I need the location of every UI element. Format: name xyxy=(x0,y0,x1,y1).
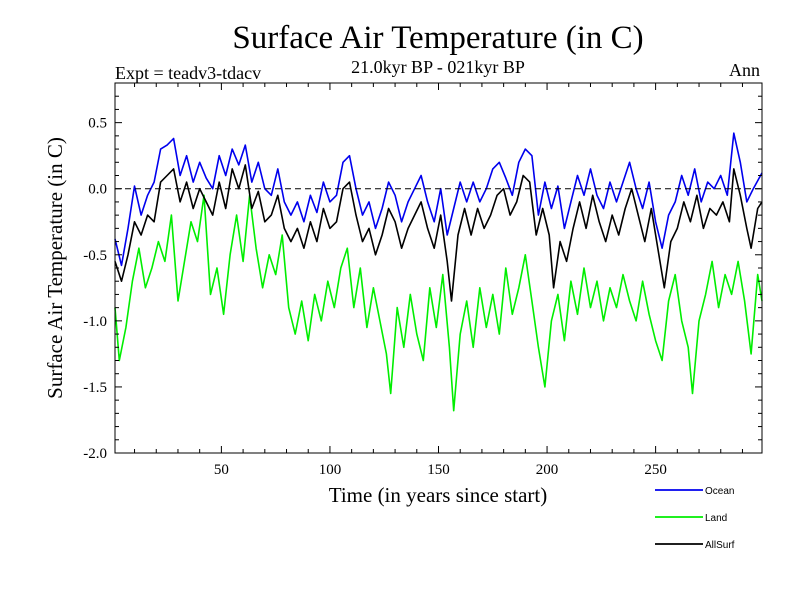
y-tick-label: 0.0 xyxy=(88,182,107,198)
legend-item-land: Land xyxy=(655,513,727,524)
legend: Ocean Land AllSurf xyxy=(655,486,735,551)
legend-label: Land xyxy=(705,513,727,524)
plot-frame xyxy=(114,82,763,454)
y-tick-label: -2.0 xyxy=(83,446,107,462)
season-label: Ann xyxy=(729,60,760,80)
legend-label: AllSurf xyxy=(705,540,735,551)
legend-item-ocean: Ocean xyxy=(655,486,734,497)
y-axis-label: Surface Air Temperature (in C) xyxy=(43,137,67,399)
legend-item-allsurf: AllSurf xyxy=(655,540,735,551)
series-line-ocean xyxy=(114,132,763,267)
x-tick-label: 50 xyxy=(214,462,229,478)
x-tick-label: 200 xyxy=(536,462,559,478)
x-axis-label: Time (in years since start) xyxy=(329,483,548,507)
series-layer xyxy=(114,132,763,412)
x-tick-label: 100 xyxy=(319,462,342,478)
y-tick-label: -1.0 xyxy=(83,314,107,330)
x-tick-label: 250 xyxy=(644,462,667,478)
experiment-label: Expt = teadv3-tdacv xyxy=(115,63,261,83)
tick-layer: 50 100 150 200 250 0.5 0.0 -0.5 -1.0 -1.5 -2.0 xyxy=(83,83,762,478)
chart-subtitle: 21.0kyr BP - 021kyr BP xyxy=(351,57,525,77)
x-tick-label: 150 xyxy=(427,462,450,478)
series-line-allsurf xyxy=(114,164,763,302)
series-line-land xyxy=(114,194,763,412)
legend-label: Ocean xyxy=(705,486,734,497)
y-tick-label: 0.5 xyxy=(88,116,107,132)
y-tick-label: -1.5 xyxy=(83,380,107,396)
y-tick-label: -0.5 xyxy=(83,248,107,264)
chart-title: Surface Air Temperature (in C) xyxy=(232,20,643,56)
